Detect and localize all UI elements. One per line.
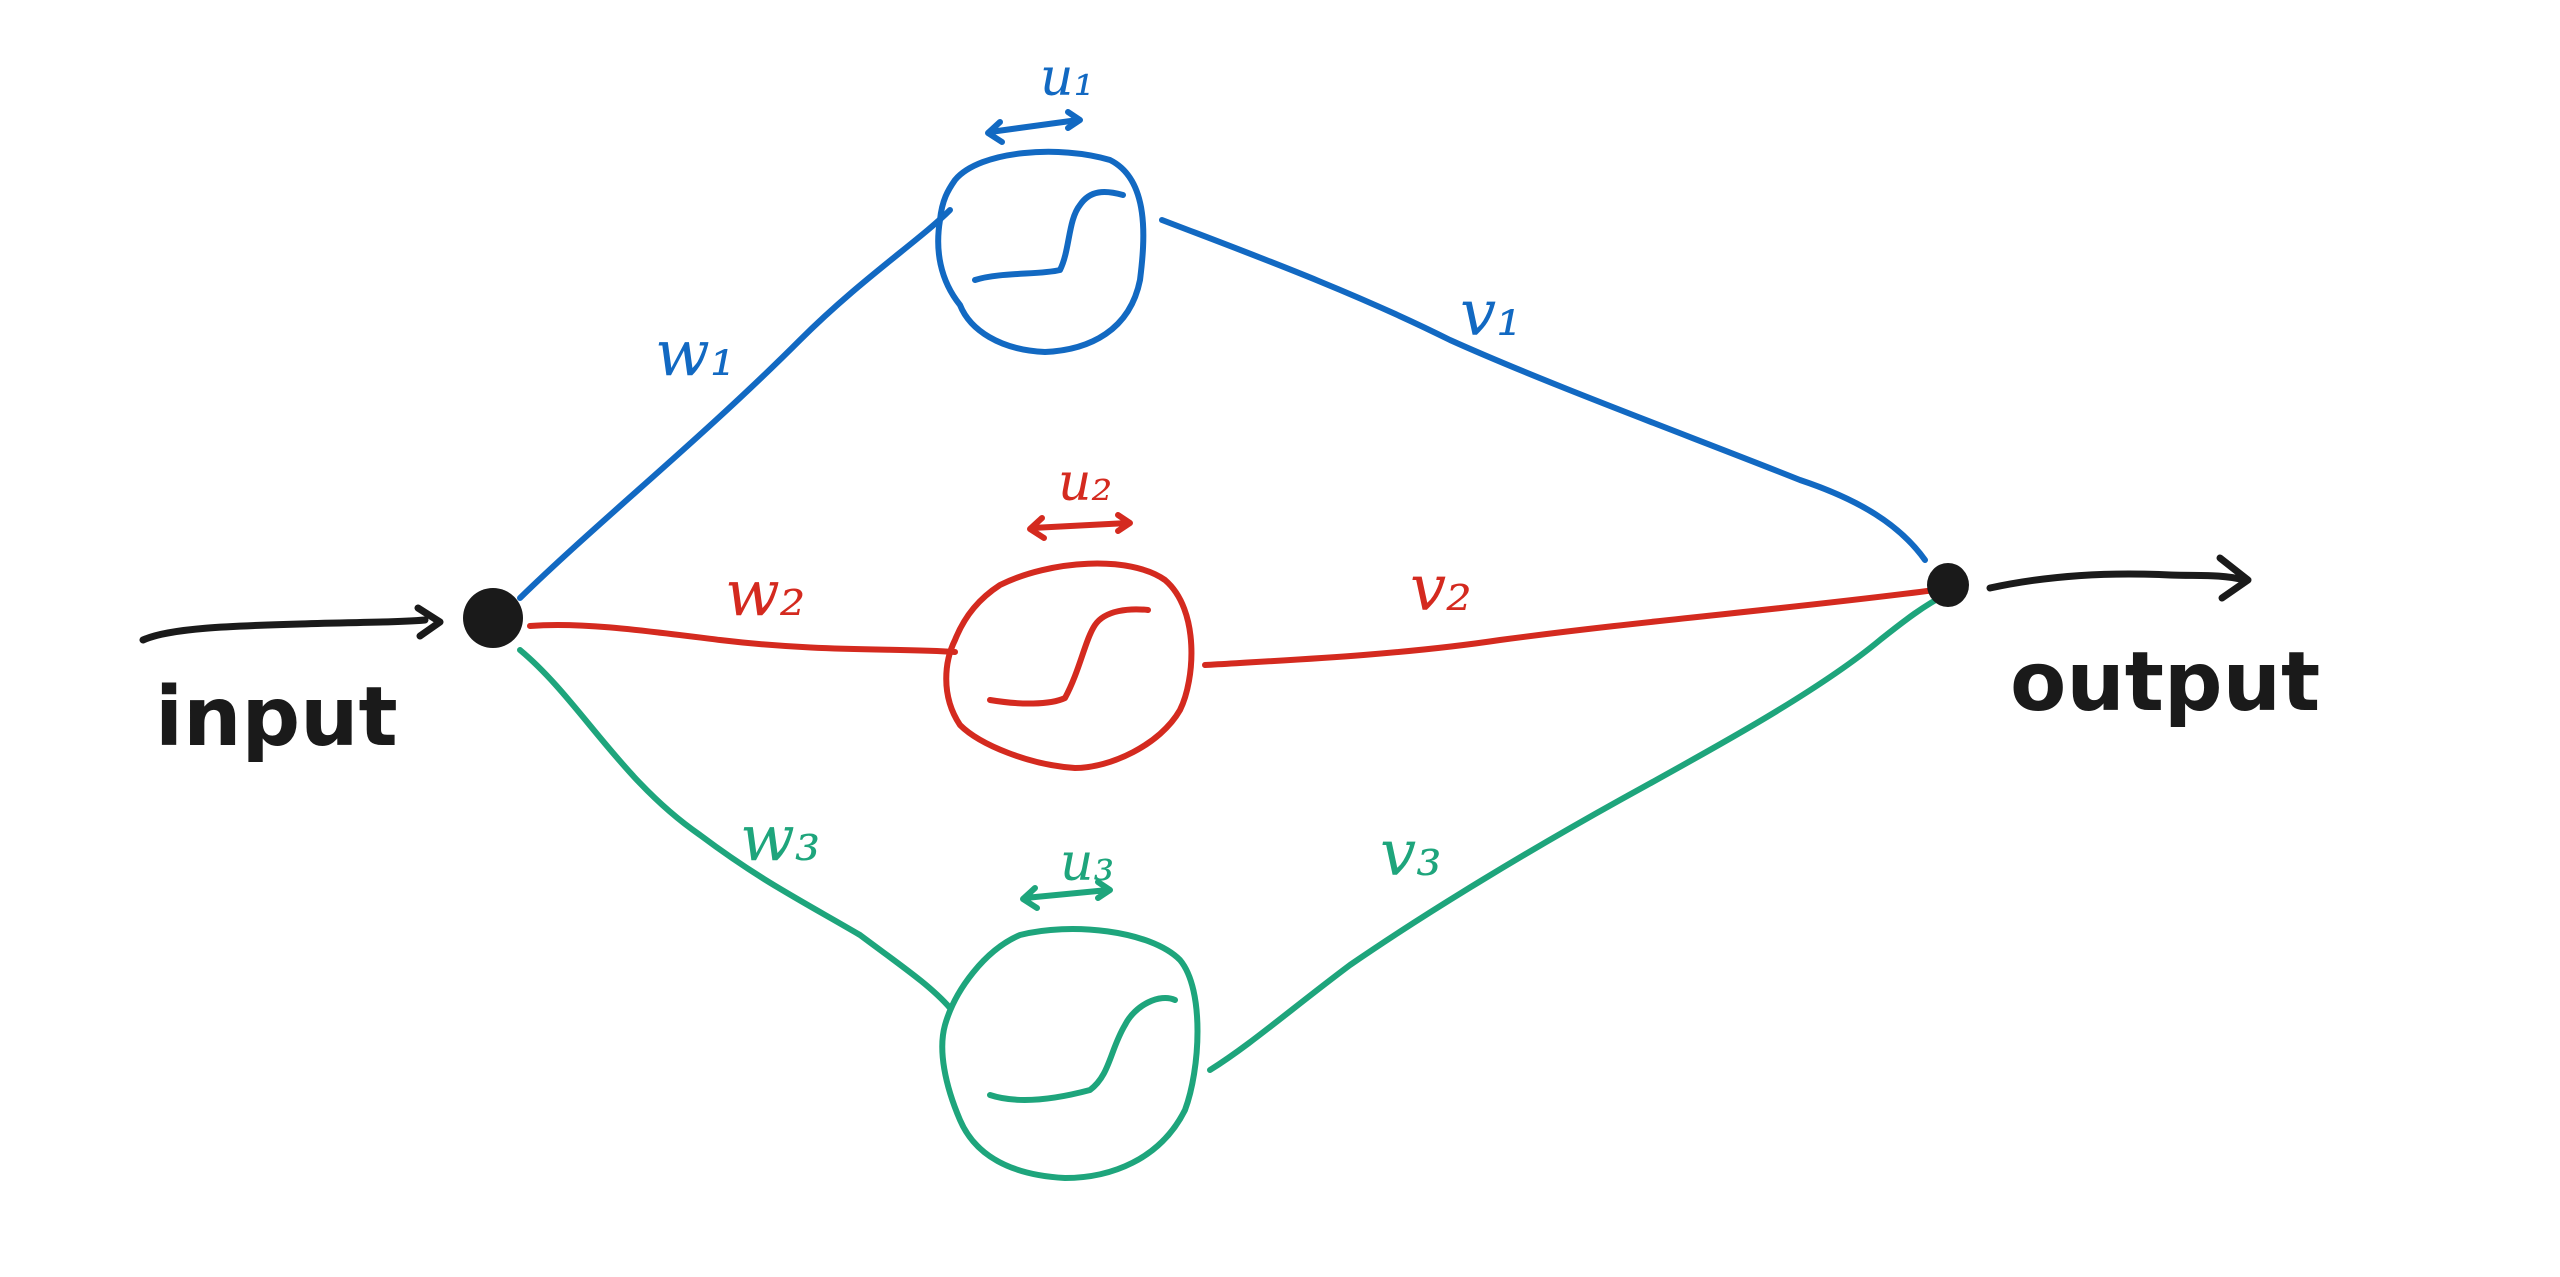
bias-arrow-u3 bbox=[1020, 879, 1113, 911]
weight-label-w2: w₂ bbox=[725, 557, 805, 631]
sigmoid-icon bbox=[987, 995, 1178, 1103]
weight-label-w1: w₁ bbox=[655, 317, 735, 391]
weight-label-w3: w₃ bbox=[740, 802, 820, 876]
sigmoid-icon bbox=[987, 606, 1151, 707]
edge-w1 bbox=[517, 207, 953, 601]
bias-label-u3: u₃ bbox=[1060, 833, 1114, 893]
edge-w3 bbox=[517, 647, 953, 1011]
neuron-3-circle bbox=[939, 926, 1201, 1181]
edge-v1 bbox=[1159, 217, 1928, 563]
neuron-2-circle bbox=[943, 560, 1195, 771]
bias-label-u1: u₁ bbox=[1040, 48, 1094, 108]
output-label: output bbox=[2010, 635, 2320, 730]
weight-label-v1: v₁ bbox=[1460, 277, 1522, 351]
neuron-1: u₁ w₁ v₁ bbox=[517, 48, 1928, 601]
bias-arrow-u1 bbox=[985, 109, 1083, 145]
neuron-2: u₂ w₂ v₂ bbox=[527, 453, 1938, 771]
bias-label-u2: u₂ bbox=[1058, 453, 1112, 513]
input-label: input bbox=[155, 670, 398, 765]
output-node bbox=[1927, 563, 1969, 607]
input-arrow bbox=[139, 604, 444, 644]
neuron-3: u₃ w₃ v₃ bbox=[517, 592, 1948, 1181]
neuron-1-circle bbox=[935, 148, 1147, 355]
weight-label-v2: v₂ bbox=[1410, 552, 1472, 626]
input-node bbox=[463, 588, 523, 648]
edge-v2 bbox=[1202, 587, 1938, 668]
edge-w2 bbox=[527, 621, 958, 655]
sigmoid-icon bbox=[972, 189, 1126, 283]
weight-label-v3: v₃ bbox=[1380, 817, 1442, 891]
bias-arrow-u2 bbox=[1027, 512, 1133, 541]
output-arrow bbox=[1986, 554, 2252, 602]
edge-v3 bbox=[1207, 592, 1948, 1073]
